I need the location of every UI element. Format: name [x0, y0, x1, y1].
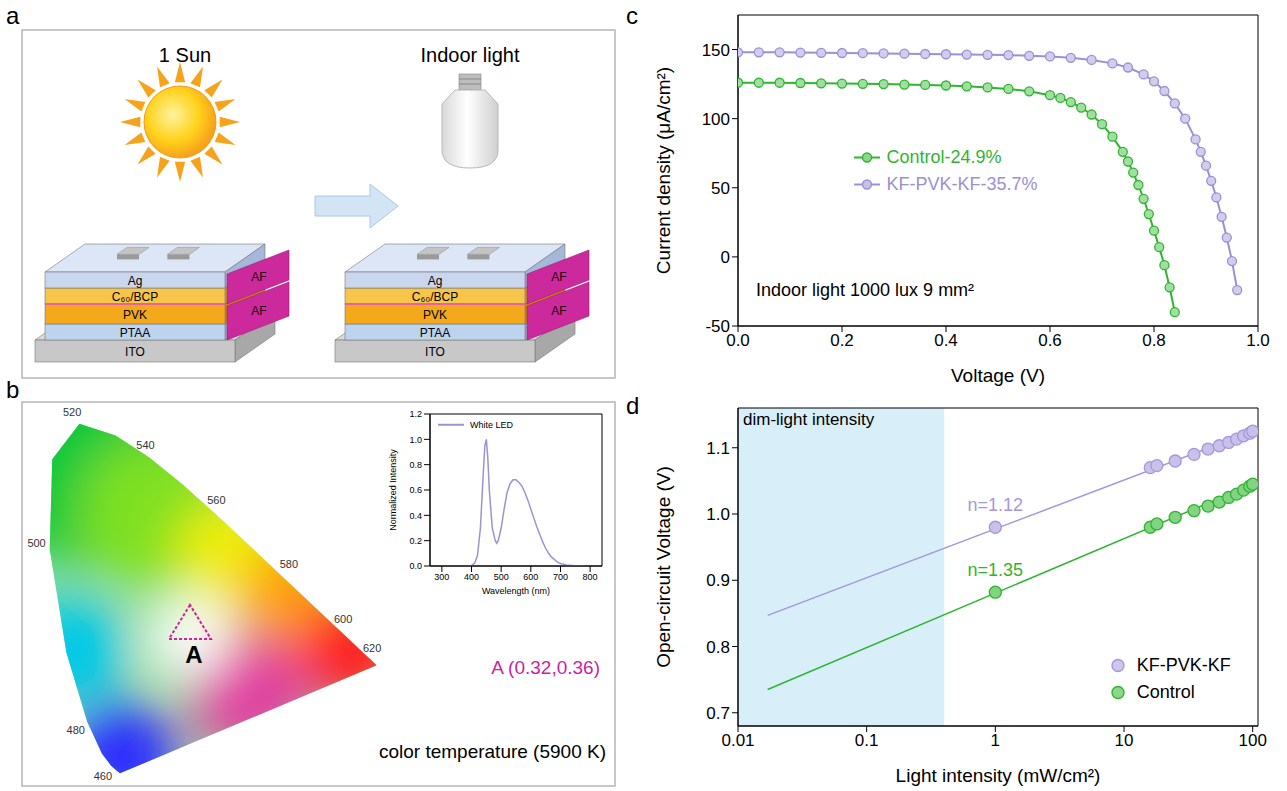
svg-text:800: 800 [583, 572, 598, 582]
svg-text:500: 500 [27, 537, 45, 549]
svg-text:color temperature (5900 K): color temperature (5900 K) [379, 741, 606, 762]
svg-text:100: 100 [1238, 731, 1266, 750]
svg-text:a: a [6, 2, 20, 29]
svg-text:Voltage (V): Voltage (V) [951, 365, 1045, 386]
svg-text:C₆₀/BCP: C₆₀/BCP [112, 290, 159, 304]
svg-text:540: 540 [136, 439, 154, 451]
svg-text:1.0: 1.0 [409, 435, 422, 445]
svg-text:0: 0 [721, 248, 730, 267]
svg-text:400: 400 [464, 572, 479, 582]
svg-text:560: 560 [207, 494, 225, 506]
svg-text:AF: AF [251, 304, 266, 318]
svg-text:700: 700 [553, 572, 568, 582]
html-text:c: c [626, 2, 638, 29]
svg-text:Ag: Ag [428, 274, 443, 288]
svg-text:Ag: Ag [128, 274, 143, 288]
svg-text:0.6: 0.6 [1038, 331, 1062, 350]
svg-text:PVK: PVK [423, 308, 447, 322]
html-text:KF-PVK-KF-35.7%: KF-PVK-KF-35.7% [886, 173, 1038, 194]
svg-text:0.0: 0.0 [409, 561, 422, 571]
svg-text:ITO: ITO [125, 345, 145, 359]
svg-text:50: 50 [711, 179, 730, 198]
svg-text:AF: AF [251, 270, 266, 284]
svg-text:A: A [185, 641, 202, 668]
svg-text:520: 520 [63, 406, 81, 418]
svg-text:AF: AF [551, 304, 566, 318]
svg-text:1: 1 [991, 731, 1000, 750]
svg-text:0.01: 0.01 [721, 731, 754, 750]
svg-text:1.0: 1.0 [1246, 331, 1270, 350]
svg-text:0.7: 0.7 [706, 704, 730, 723]
svg-text:n=1.35: n=1.35 [968, 560, 1024, 580]
svg-text:600: 600 [523, 572, 538, 582]
svg-text:PTAA: PTAA [420, 326, 450, 340]
html-text:Control-24.9%: Control-24.9% [886, 146, 1002, 167]
svg-text:-50: -50 [705, 317, 730, 336]
svg-text:Light intensity (mW/cm²): Light intensity (mW/cm²) [896, 765, 1101, 786]
svg-text:C₆₀/BCP: C₆₀/BCP [412, 290, 459, 304]
svg-text:150: 150 [702, 41, 730, 60]
svg-text:0.9: 0.9 [706, 571, 730, 590]
svg-text:620: 620 [363, 642, 381, 654]
svg-text:480: 480 [67, 724, 85, 736]
svg-text:PVK: PVK [123, 308, 147, 322]
svg-text:1.1: 1.1 [706, 439, 730, 458]
html-text:d: d [626, 392, 640, 419]
html-text:White LED: White LED [470, 419, 513, 430]
svg-text:Wavelength (nm): Wavelength (nm) [482, 586, 550, 596]
svg-text:1.0: 1.0 [706, 505, 730, 524]
svg-text:0.0: 0.0 [726, 331, 750, 351]
svg-text:Current density (μA/cm²): Current density (μA/cm²) [653, 67, 674, 274]
svg-text:1.2: 1.2 [409, 409, 422, 419]
svg-text:ITO: ITO [425, 345, 445, 359]
svg-text:AF: AF [551, 270, 566, 284]
svg-text:Normalized Intensity: Normalized Intensity [388, 449, 398, 531]
svg-text:dim-light intensity: dim-light intensity [743, 410, 875, 429]
svg-text:PTAA: PTAA [120, 326, 150, 340]
svg-text:A (0.32,0.36): A (0.32,0.36) [491, 657, 600, 678]
svg-text:600: 600 [334, 613, 352, 625]
svg-text:Indoor light: Indoor light [421, 44, 520, 66]
svg-text:300: 300 [434, 572, 449, 582]
html-text:Indoor light 1000 lux 9 mm²: Indoor light 1000 lux 9 mm² [756, 280, 975, 300]
svg-text:0.1: 0.1 [855, 731, 879, 750]
svg-text:100: 100 [702, 110, 730, 129]
svg-text:0.4: 0.4 [934, 331, 958, 350]
svg-text:0.8: 0.8 [409, 460, 422, 470]
html-text:Control: Control [1136, 682, 1195, 702]
svg-text:0.4: 0.4 [409, 511, 422, 521]
html-text:KF-PVK-KF: KF-PVK-KF [1136, 655, 1231, 675]
svg-text:n=1.12: n=1.12 [968, 495, 1024, 515]
svg-text:Open-circuit Voltage (V): Open-circuit Voltage (V) [653, 466, 674, 668]
svg-text:b: b [6, 376, 19, 403]
svg-text:0.2: 0.2 [409, 536, 422, 546]
svg-text:0.8: 0.8 [1142, 331, 1166, 350]
svg-text:10: 10 [1115, 731, 1134, 750]
svg-text:1 Sun: 1 Sun [159, 44, 211, 66]
svg-text:500: 500 [494, 572, 509, 582]
svg-text:460: 460 [94, 770, 112, 782]
svg-text:580: 580 [280, 558, 298, 570]
svg-text:0.2: 0.2 [830, 331, 854, 350]
svg-text:0.6: 0.6 [409, 485, 422, 495]
svg-text:0.8: 0.8 [706, 638, 730, 657]
